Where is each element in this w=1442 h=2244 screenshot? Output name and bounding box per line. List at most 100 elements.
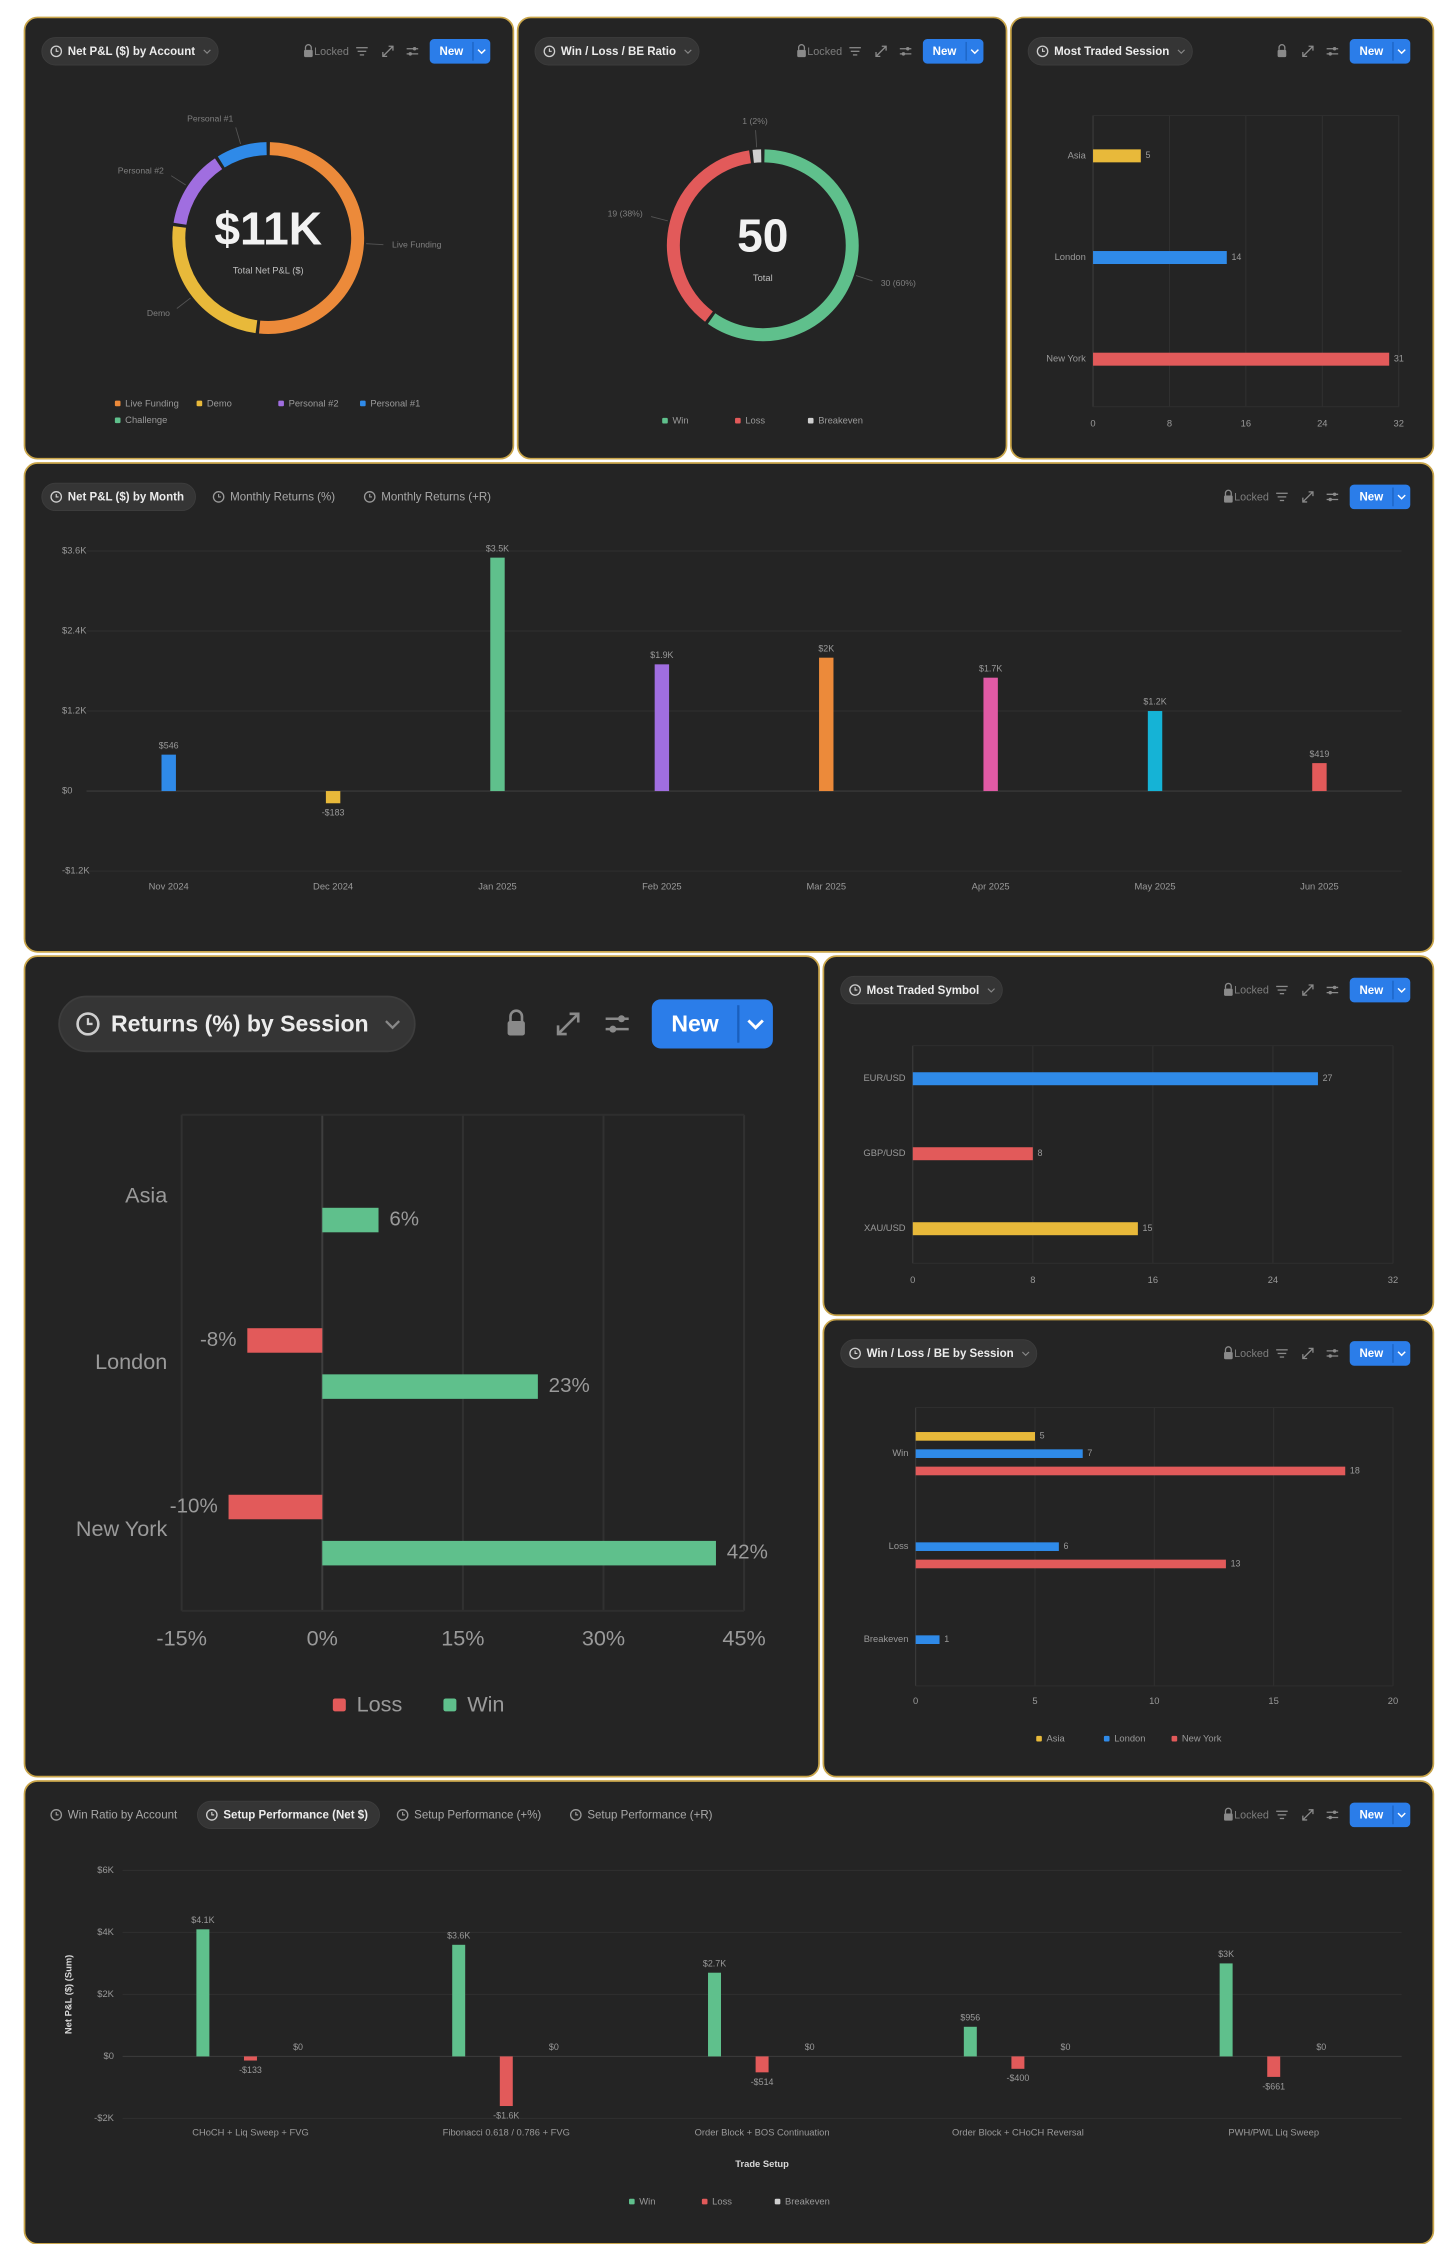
new-button[interactable]: New xyxy=(1349,39,1411,64)
panel xyxy=(23,16,515,460)
x-tick-label: May 2025 xyxy=(1134,881,1175,891)
sliders-icon[interactable] xyxy=(406,46,419,56)
slider-knob xyxy=(408,52,412,56)
sliders-icon[interactable] xyxy=(899,46,912,56)
donut-slice xyxy=(217,142,267,168)
sliders-icon[interactable] xyxy=(605,1015,629,1033)
lock-icon[interactable] xyxy=(1277,44,1287,58)
tab[interactable]: Net P&L ($) by Month xyxy=(41,482,196,512)
new-button[interactable]: New xyxy=(1349,1341,1411,1366)
panel-content: Net P&L ($) by Month Monthly Returns (%) M… xyxy=(41,482,1411,891)
x-tick-label: Order Block + CHoCH Reversal xyxy=(952,2127,1084,2137)
lock-icon[interactable] xyxy=(1224,489,1233,503)
new-button[interactable]: New xyxy=(1349,977,1411,1003)
button-label: New xyxy=(671,1010,718,1036)
tab-label: Setup Performance (Net $) xyxy=(223,1810,368,1822)
bar xyxy=(915,1432,1035,1441)
y-tick-label: $2.4K xyxy=(62,625,87,635)
dropdown-chevron xyxy=(1021,1351,1030,1357)
slider-knob xyxy=(609,1025,617,1033)
lock-icon[interactable] xyxy=(304,44,313,58)
lock-icon[interactable] xyxy=(1224,1807,1233,1821)
legend-swatch xyxy=(196,400,203,407)
slider-knob xyxy=(618,1015,625,1023)
filter-icon[interactable] xyxy=(1276,492,1288,502)
expand-icon[interactable] xyxy=(1302,45,1314,58)
value-label: $1.7K xyxy=(979,663,1002,673)
new-button[interactable]: New xyxy=(1349,484,1411,510)
y-tick-label: XAU/USD xyxy=(864,1223,906,1233)
tab-pill xyxy=(534,37,700,66)
expand-icon[interactable] xyxy=(1302,984,1314,996)
expand-icon[interactable] xyxy=(556,1012,580,1036)
button-bg xyxy=(429,39,491,64)
value-label: $3.6K xyxy=(447,1930,470,1940)
new-button[interactable]: New xyxy=(1349,1802,1411,1828)
lock-icon[interactable] xyxy=(1224,1346,1233,1360)
tab[interactable]: Monthly Returns (+R) xyxy=(363,491,492,504)
expand-icon[interactable] xyxy=(875,45,887,58)
button-label: New xyxy=(440,46,464,58)
x-tick-label: -15% xyxy=(156,1625,206,1650)
sliders-icon[interactable] xyxy=(1326,985,1339,995)
sliders-icon[interactable] xyxy=(1326,492,1339,502)
lock-shackle xyxy=(304,44,312,50)
clock-hand xyxy=(1041,48,1045,52)
new-button[interactable]: New xyxy=(922,39,984,64)
legend-label: Challenge xyxy=(125,415,167,425)
filter-icon[interactable] xyxy=(849,47,861,56)
x-tick-label: 30% xyxy=(582,1625,625,1650)
value-label: 6 xyxy=(1064,1541,1069,1551)
tab[interactable]: Win Ratio by Account xyxy=(50,1809,178,1822)
legend-swatch xyxy=(1103,1735,1110,1742)
leader-line xyxy=(235,127,241,145)
value-label: 5 xyxy=(1040,1431,1045,1441)
panel xyxy=(23,955,820,1778)
lock-icon[interactable] xyxy=(797,44,806,58)
locked-label: Locked xyxy=(314,46,349,58)
value-label: $0 xyxy=(549,2042,559,2052)
donut-slice xyxy=(666,150,752,322)
tab[interactable]: Setup Performance (Net $) xyxy=(196,1800,380,1830)
bar xyxy=(915,1635,940,1645)
expand-icon[interactable] xyxy=(1302,491,1314,503)
filter-icon[interactable] xyxy=(1276,1810,1288,1820)
filter-icon[interactable] xyxy=(1276,1349,1288,1358)
filter-icon[interactable] xyxy=(356,47,368,56)
legend-swatch xyxy=(114,400,121,407)
sliders-icon[interactable] xyxy=(1326,1810,1339,1820)
bar xyxy=(499,2056,513,2107)
x-tick-label: 24 xyxy=(1268,1275,1278,1285)
slider-knob xyxy=(1332,1349,1337,1353)
slider-knob xyxy=(1328,497,1332,502)
new-button[interactable]: New xyxy=(651,999,773,1049)
tab[interactable]: Most Traded Session xyxy=(1027,37,1193,66)
filter-icon[interactable] xyxy=(1276,985,1288,995)
tab[interactable]: Setup Performance (+%) xyxy=(396,1809,541,1822)
tab[interactable]: Win / Loss / BE by Session xyxy=(840,1339,1038,1368)
sliders-icon[interactable] xyxy=(1326,46,1339,56)
value-label: $1.9K xyxy=(650,650,673,660)
expand-icon[interactable] xyxy=(382,45,394,58)
y-tick-label: Loss xyxy=(889,1541,909,1551)
tab[interactable]: Returns (%) by Session xyxy=(58,995,416,1053)
panel-content: Returns (%) by Session New -15% 0% 15% 30% 45%… xyxy=(58,995,773,1717)
x-tick-label: 8 xyxy=(1167,419,1172,429)
tab[interactable]: Most Traded Symbol xyxy=(840,975,1003,1005)
tab[interactable]: Win / Loss / BE Ratio xyxy=(534,37,700,66)
expand-icon[interactable] xyxy=(1302,1347,1314,1360)
tab[interactable]: Monthly Returns (%) xyxy=(212,491,335,504)
sliders-icon[interactable] xyxy=(1326,1349,1339,1358)
tab[interactable]: Setup Performance (+R) xyxy=(569,1809,713,1822)
lock-icon[interactable] xyxy=(507,1009,525,1036)
expand-icon[interactable] xyxy=(1302,1809,1314,1821)
tab-label: Returns (%) by Session xyxy=(111,1010,369,1036)
clock-icon xyxy=(849,1347,861,1360)
new-button[interactable]: New xyxy=(429,39,491,64)
tab[interactable]: Net P&L ($) by Account xyxy=(41,37,219,66)
value-label: $3.5K xyxy=(486,543,509,553)
lock-icon[interactable] xyxy=(1224,982,1233,996)
tab-label: Most Traded Session xyxy=(1054,46,1169,58)
value-label: $0 xyxy=(805,2042,815,2052)
x-tick-label: 32 xyxy=(1388,1275,1398,1285)
